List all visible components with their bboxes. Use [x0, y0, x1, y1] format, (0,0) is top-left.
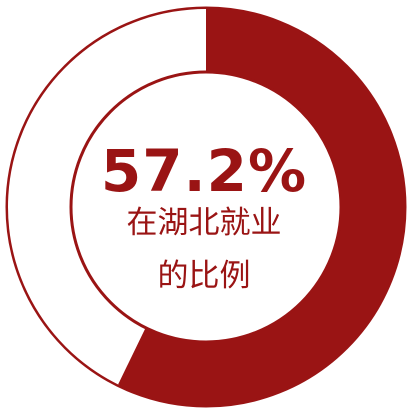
slice-boundary-1 [118, 328, 148, 386]
donut-slice-1 [7, 8, 206, 386]
center-label-line2: 的比例 [157, 258, 251, 294]
donut-slice-0 [119, 9, 404, 405]
slice-group [7, 8, 404, 405]
center-label-line1: 在湖北就业 [126, 205, 282, 241]
center-percentage: 57.2% [100, 137, 308, 205]
inner-outline [69, 70, 343, 344]
outer-outline [5, 6, 407, 408]
